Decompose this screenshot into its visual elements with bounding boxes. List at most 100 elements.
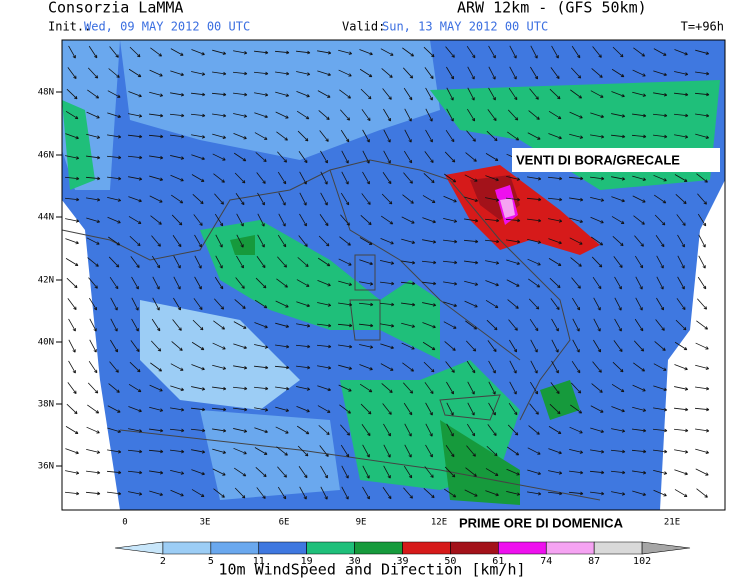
wind-arrow (549, 88, 561, 100)
wind-arrow (445, 444, 455, 458)
wind-arrow (695, 468, 709, 476)
colorbar-bin (450, 541, 499, 555)
wind-arrow (149, 195, 163, 203)
wind-arrow (130, 256, 140, 268)
wind-arrow (65, 218, 80, 223)
wind-arrow (338, 280, 353, 286)
wind-arrow (278, 213, 286, 227)
wind-arrow (654, 214, 666, 226)
wind-arrow (212, 71, 227, 76)
wind-arrow (128, 68, 142, 78)
wind-arrow (487, 109, 497, 121)
wind-arrow (320, 150, 328, 164)
wind-arrow (360, 403, 372, 415)
wind-arrow (614, 297, 622, 311)
lat-label: 38N (38, 400, 54, 410)
wind-arrow (236, 213, 244, 227)
wind-arrow (591, 236, 604, 246)
wind-arrow (401, 238, 416, 244)
wind-arrow (488, 360, 496, 374)
colorbar-bin (114, 541, 164, 555)
wind-arrow (340, 192, 350, 206)
wind-arrow (653, 385, 667, 392)
wind-arrow (317, 323, 332, 328)
wind-arrow (338, 49, 353, 55)
wind-arrow (170, 194, 184, 204)
wind-arrow (527, 176, 542, 181)
wind-arrow (485, 299, 499, 309)
wind-arrow (149, 69, 163, 77)
wind-arrow (443, 281, 458, 286)
wind-arrow (676, 214, 686, 226)
wind-arrow (277, 256, 288, 268)
wind-arrow (296, 301, 310, 308)
wind-arrow (652, 428, 668, 433)
wind-arrow (443, 217, 458, 223)
wind-arrow (129, 361, 141, 373)
wind-arrow (422, 281, 437, 286)
wind-arrow (568, 491, 584, 496)
wind-arrow (592, 46, 602, 58)
lon-label: 12E (431, 518, 447, 528)
wind-arrow (296, 50, 311, 55)
wind-arrow (89, 339, 97, 353)
wind-arrow (590, 196, 605, 202)
wind-arrow (276, 278, 288, 288)
wind-arrow (590, 112, 604, 119)
wind-arrow (547, 197, 563, 202)
wind-arrow (506, 259, 520, 266)
wind-arrow (443, 488, 457, 498)
wind-arrow (422, 341, 436, 351)
wind-arrow (466, 445, 476, 457)
wind-arrow (150, 362, 163, 372)
wind-arrow (487, 424, 497, 436)
wind-arrow (677, 276, 685, 290)
wind-arrow (550, 382, 560, 394)
wind-arrow (86, 133, 101, 139)
wind-arrow (108, 236, 121, 246)
wind-arrow (674, 92, 689, 97)
wind-arrow (277, 486, 287, 500)
wind-arrow (506, 490, 521, 496)
lon-label: 9E (356, 518, 367, 528)
wind-arrow (509, 45, 517, 59)
wind-arrow (107, 491, 122, 496)
wind-arrow (506, 279, 520, 287)
wind-arrow (299, 486, 307, 500)
wind-arrow (590, 134, 605, 139)
wind-arrow (256, 487, 266, 499)
wind-arrow (695, 49, 710, 55)
wind-arrow (383, 108, 391, 122)
wind-arrow (236, 255, 244, 269)
wind-arrow (592, 361, 602, 373)
colorbar-label: 11 (253, 556, 265, 567)
wind-arrow (341, 465, 349, 479)
wind-arrow (253, 386, 269, 391)
wind-arrow (128, 216, 142, 224)
valid-label: Valid: (342, 20, 385, 34)
wind-arrow (87, 382, 99, 394)
wind-arrow (446, 381, 454, 395)
wind-arrow (275, 386, 290, 391)
wind-arrow (653, 363, 667, 371)
wind-arrow (444, 173, 457, 183)
wind-arrow (338, 69, 352, 77)
wind-arrow (529, 318, 539, 332)
wind-arrow (108, 383, 120, 393)
wind-arrow (233, 321, 247, 329)
wind-arrow (674, 174, 688, 182)
wind-arrow (383, 129, 391, 143)
wind-arrow (65, 426, 79, 435)
wind-arrow (697, 193, 707, 205)
wind-arrow (339, 404, 351, 414)
colorbar-bin (641, 541, 691, 555)
wind-arrow (170, 70, 184, 77)
wind-arrow (549, 403, 561, 415)
wind-arrow (677, 255, 685, 269)
wind-arrow (569, 237, 583, 245)
wind-arrow (87, 67, 99, 79)
wind-arrow (422, 322, 436, 329)
wind-arrow (653, 174, 667, 182)
wind-arrow (509, 339, 518, 353)
colorbar-label: 102 (633, 556, 651, 567)
